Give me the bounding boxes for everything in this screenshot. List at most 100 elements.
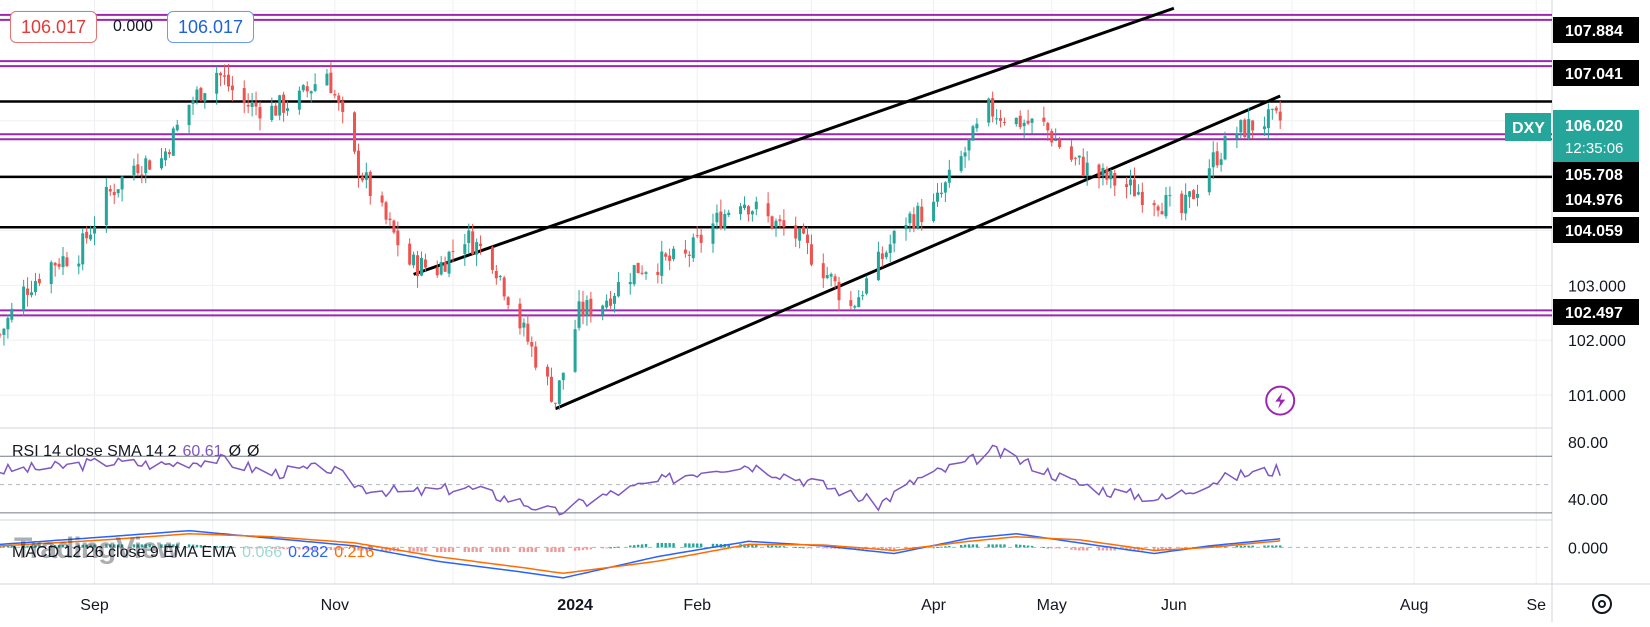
- macd-histogram-bar: [577, 547, 581, 551]
- macd-histogram-bar: [408, 547, 411, 552]
- macd-histogram-bar: [219, 546, 222, 548]
- macd-histogram-bar: [995, 544, 998, 548]
- candle-body: [1030, 118, 1034, 123]
- candle-body: [553, 402, 557, 404]
- candle-body: [809, 244, 813, 265]
- macd-histogram-bar: [822, 547, 825, 549]
- macd-histogram-bar: [743, 544, 746, 548]
- candle-body: [37, 278, 41, 284]
- macd-histogram-bar: [629, 545, 632, 548]
- macd-histogram-bar: [172, 544, 175, 548]
- candle-body: [754, 201, 758, 210]
- candle-body: [632, 265, 636, 285]
- candle-body: [49, 262, 53, 285]
- horizontal-levels[interactable]: [0, 13, 1552, 317]
- macd-histogram-bar: [609, 547, 612, 549]
- candle-body: [388, 218, 392, 221]
- macd-histogram-bar: [1235, 545, 1239, 548]
- candle-body: [1129, 179, 1133, 186]
- candle-body: [490, 247, 494, 270]
- candle-body: [384, 202, 388, 220]
- macd-histogram-bar: [558, 547, 561, 552]
- candle-body: [1109, 170, 1113, 180]
- macd-histogram-bar: [770, 545, 774, 548]
- macd-histogram-bar: [1164, 547, 1168, 550]
- macd-histogram-bar: [660, 542, 663, 548]
- macd-histogram-bar: [57, 545, 61, 548]
- macd-histogram-bar: [22, 545, 25, 548]
- time-tick-label: May: [1037, 597, 1067, 614]
- macd-histogram-bar: [672, 543, 675, 548]
- macd-histogram-bar: [751, 544, 754, 548]
- macd-legend[interactable]: MACD 12 26 close 9 EMA EMA 0.066 0.282 0.21…: [12, 544, 380, 562]
- rsi-tick-label: 40.00: [1568, 492, 1608, 509]
- candle-body: [833, 276, 837, 282]
- macd-histogram-bar: [227, 546, 230, 548]
- candle-body: [171, 128, 175, 156]
- sell-price-pill[interactable]: 106.017: [10, 11, 98, 43]
- trend-lines[interactable]: [413, 6, 1296, 416]
- candle-body: [53, 262, 57, 266]
- candle-body: [612, 295, 616, 304]
- macd-histogram-bar: [140, 544, 144, 548]
- candle-body: [750, 211, 754, 215]
- macd-histogram-bar: [826, 547, 829, 549]
- candle-body: [1211, 152, 1215, 168]
- buy-price-pill[interactable]: 106.017: [167, 11, 255, 43]
- rsi-legend[interactable]: RSI 14 close SMA 14 2 60.61 Ø Ø: [12, 443, 265, 461]
- candle-body: [1266, 109, 1270, 129]
- macd-histogram-bar: [794, 546, 797, 548]
- candle-body: [975, 123, 979, 129]
- candle-body: [573, 329, 577, 372]
- macd-histogram-bar: [696, 543, 699, 548]
- candle-body: [1054, 139, 1058, 141]
- candle-body: [246, 105, 250, 107]
- macd-histogram-bar: [999, 544, 1002, 548]
- macd-histogram-bar: [1082, 547, 1085, 551]
- macd-histogram-bar: [471, 547, 474, 552]
- macd-histogram-bar: [1109, 547, 1113, 551]
- macd-histogram-bar: [199, 545, 203, 548]
- macd-histogram-bar: [105, 544, 108, 548]
- candle-body: [479, 243, 483, 247]
- macd-histogram-bar: [1015, 544, 1018, 548]
- candle-body: [987, 98, 991, 123]
- macd-histogram-bar: [581, 547, 585, 551]
- macd-histogram-bar: [971, 544, 975, 548]
- candle-body: [380, 195, 384, 203]
- candle-body: [353, 112, 357, 152]
- candle-body: [656, 271, 660, 276]
- macd-histogram-bar: [50, 545, 53, 548]
- candle-body: [333, 94, 337, 96]
- macd-histogram-bar: [892, 547, 896, 551]
- macd-histogram-bar: [506, 547, 510, 552]
- candle-body: [61, 256, 65, 268]
- candle-body: [636, 262, 640, 274]
- candle-body: [825, 275, 829, 279]
- macd-histogram-bar: [810, 547, 813, 549]
- candle-body: [1101, 167, 1105, 176]
- macd-histogram-bar: [443, 547, 447, 552]
- candle-body: [1219, 159, 1223, 165]
- candle-body: [518, 303, 522, 329]
- level-label-box: [1553, 60, 1639, 86]
- macd-histogram-bar: [254, 547, 258, 549]
- macd-histogram-bar: [77, 544, 80, 548]
- axes: 103.000 102.000 101.000 107.884 107.041 105.7…: [80, 17, 1639, 614]
- candle-body: [959, 156, 963, 171]
- macd-histogram-bar: [447, 547, 451, 552]
- candle-body: [699, 234, 703, 243]
- candle-body: [912, 214, 916, 229]
- candle-body: [1195, 193, 1199, 198]
- macd-histogram-bar: [120, 544, 124, 548]
- candle-body: [939, 192, 943, 195]
- candle-body: [1188, 191, 1192, 197]
- candle-body: [683, 249, 687, 254]
- candle-body: [26, 288, 30, 295]
- macd-histogram-bar: [109, 544, 112, 548]
- candle-body: [226, 74, 230, 87]
- candle-body: [798, 228, 802, 241]
- candle-body: [463, 244, 467, 254]
